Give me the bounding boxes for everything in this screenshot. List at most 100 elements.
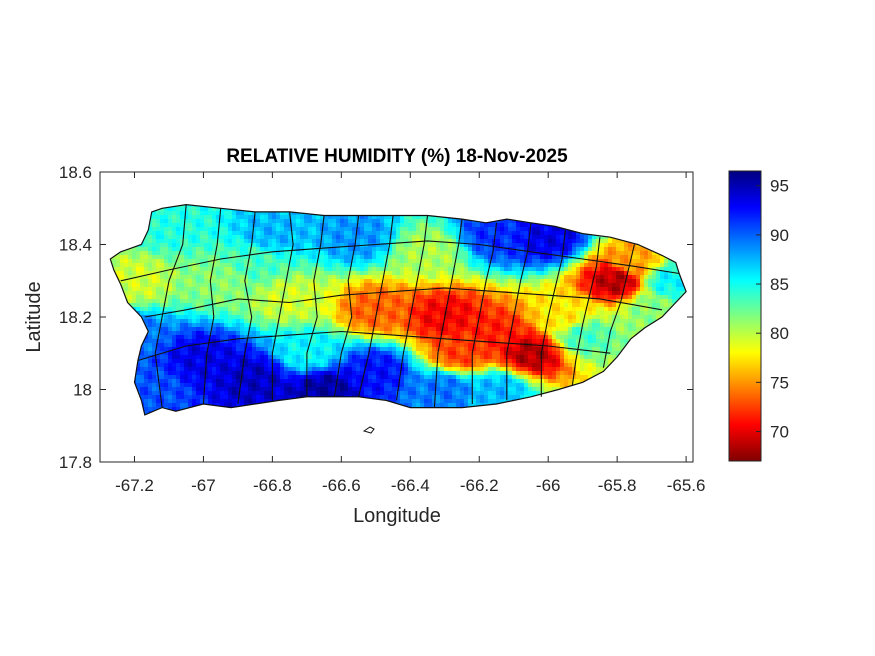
humidity-cell (300, 271, 305, 276)
humidity-cell (396, 279, 401, 284)
humidity-cell (228, 379, 233, 384)
humidity-cell (332, 319, 337, 324)
humidity-cell (260, 271, 265, 276)
humidity-cell (244, 387, 249, 392)
humidity-cell (164, 243, 169, 248)
humidity-cell (216, 279, 221, 284)
humidity-cell (156, 263, 161, 268)
humidity-cell (208, 263, 213, 268)
humidity-cell (344, 323, 349, 328)
humidity-cell (296, 383, 301, 388)
humidity-cell (216, 351, 221, 356)
humidity-cell (288, 339, 293, 344)
humidity-cell (244, 319, 249, 324)
humidity-cell (316, 351, 321, 356)
humidity-cell (340, 335, 345, 340)
humidity-cell (116, 271, 121, 276)
humidity-cell (324, 347, 329, 352)
humidity-cell (380, 275, 385, 280)
humidity-cell (192, 347, 197, 352)
humidity-cell (364, 347, 369, 352)
humidity-cell (408, 375, 413, 380)
humidity-cell (448, 323, 453, 328)
humidity-cell (200, 371, 205, 376)
humidity-cell (280, 303, 285, 308)
humidity-cell (268, 267, 273, 272)
humidity-cell (116, 259, 121, 264)
humidity-cell (360, 343, 365, 348)
humidity-cell (296, 359, 301, 364)
humidity-cell (176, 219, 181, 224)
humidity-cell (344, 227, 349, 232)
humidity-cell (304, 235, 309, 240)
humidity-cell (412, 307, 417, 312)
humidity-cell (360, 327, 365, 332)
humidity-cell (192, 287, 197, 292)
humidity-cell (152, 391, 157, 396)
humidity-cell (280, 335, 285, 340)
humidity-cell (240, 379, 245, 384)
humidity-cell (420, 383, 425, 388)
humidity-cell (360, 259, 365, 264)
humidity-cell (452, 219, 457, 224)
humidity-cell (248, 347, 253, 352)
humidity-cell (356, 343, 361, 348)
humidity-cell (416, 223, 421, 228)
humidity-cell (404, 379, 409, 384)
humidity-cell (252, 271, 257, 276)
humidity-cell (392, 355, 397, 360)
humidity-cell (160, 299, 165, 304)
humidity-cell (392, 379, 397, 384)
humidity-cell (432, 335, 437, 340)
humidity-cell (440, 399, 445, 404)
humidity-cell (316, 383, 321, 388)
humidity-cell (392, 263, 397, 268)
humidity-cell (208, 319, 213, 324)
humidity-cell (284, 387, 289, 392)
humidity-cell (444, 343, 449, 348)
humidity-cell (440, 351, 445, 356)
humidity-cell (212, 231, 217, 236)
humidity-cell (368, 247, 373, 252)
humidity-cell (436, 391, 441, 396)
humidity-cell (212, 239, 217, 244)
humidity-cell (152, 227, 157, 232)
humidity-cell (280, 343, 285, 348)
humidity-cell (424, 327, 429, 332)
humidity-cell (224, 367, 229, 372)
humidity-cell (188, 283, 193, 288)
humidity-cell (356, 271, 361, 276)
humidity-cell (396, 347, 401, 352)
humidity-cell (112, 263, 117, 268)
humidity-cell (436, 403, 441, 408)
humidity-cell (128, 275, 133, 280)
humidity-cell (272, 355, 277, 360)
humidity-cell (420, 247, 425, 252)
humidity-cell (416, 291, 421, 296)
humidity-cell (208, 375, 213, 380)
humidity-cell (384, 239, 389, 244)
humidity-cell (380, 383, 385, 388)
humidity-cell (172, 207, 177, 212)
humidity-cell (436, 335, 441, 340)
humidity-cell (416, 255, 421, 260)
humidity-cell (220, 347, 225, 352)
humidity-cell (156, 403, 161, 408)
humidity-cell (232, 267, 237, 272)
humidity-cell (332, 259, 337, 264)
humidity-cell (400, 279, 405, 284)
humidity-cell (152, 387, 157, 392)
humidity-cell (260, 363, 265, 368)
humidity-cell (240, 307, 245, 312)
humidity-cell (448, 255, 453, 260)
humidity-cell (256, 279, 261, 284)
humidity-cell (324, 243, 329, 248)
humidity-cell (252, 375, 257, 380)
humidity-cell (192, 299, 197, 304)
humidity-cell (292, 351, 297, 356)
humidity-cell (228, 367, 233, 372)
humidity-cell (228, 239, 233, 244)
humidity-cell (328, 263, 333, 268)
humidity-cell (244, 383, 249, 388)
humidity-cell (440, 235, 445, 240)
